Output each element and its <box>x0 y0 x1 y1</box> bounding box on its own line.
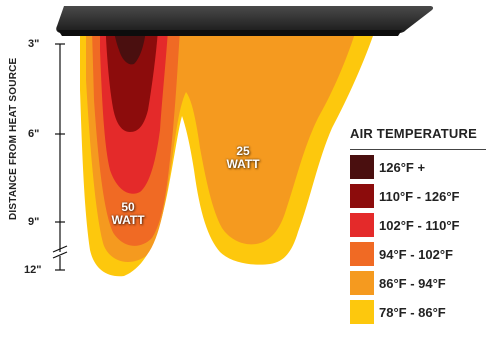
legend-item: 126°F + <box>350 155 486 179</box>
legend-swatch <box>350 184 374 208</box>
legend-title: AIR TEMPERATURE <box>350 126 486 150</box>
heat-panel-edge <box>58 30 402 36</box>
legend-rows: 126°F + 110°F - 126°F 102°F - 110°F 94°F - … <box>350 155 486 324</box>
legend-item: 110°F - 126°F <box>350 184 486 208</box>
zone-126-plus <box>114 30 146 65</box>
tick-12in: 12" <box>24 264 42 276</box>
legend-item: 78°F - 86°F <box>350 300 486 324</box>
legend-item: 86°F - 94°F <box>350 271 486 295</box>
legend-label: 110°F - 126°F <box>379 188 460 204</box>
label-25-watt: 25 WATT <box>221 145 265 171</box>
legend-label: 78°F - 86°F <box>379 304 446 320</box>
legend-label: 86°F - 94°F <box>379 275 446 291</box>
label-25-watt-number: 25 <box>236 144 250 158</box>
legend-swatch <box>350 242 374 266</box>
axis-title: DISTANCE FROM HEAT SOURCE <box>8 57 19 220</box>
zone-110-126 <box>106 30 158 132</box>
label-50-watt-number: 50 <box>121 200 135 214</box>
heat-panel <box>56 6 434 33</box>
legend-swatch <box>350 155 374 179</box>
legend-item: 94°F - 102°F <box>350 242 486 266</box>
tick-3in: 3" <box>28 38 40 50</box>
legend-label: 126°F + <box>379 159 426 175</box>
legend-label: 94°F - 102°F <box>379 246 453 262</box>
legend-swatch <box>350 271 374 295</box>
label-50-watt-unit: WATT <box>111 213 145 227</box>
legend-swatch <box>350 213 374 237</box>
label-25-watt-unit: WATT <box>226 157 260 171</box>
tick-6in: 6" <box>28 128 40 140</box>
temperature-legend: AIR TEMPERATURE 126°F + 110°F - 126°F 102°… <box>350 126 486 324</box>
tick-9in: 9" <box>28 216 40 228</box>
distance-axis <box>52 43 68 271</box>
legend-swatch <box>350 300 374 324</box>
legend-item: 102°F - 110°F <box>350 213 486 237</box>
label-50-watt: 50 WATT <box>106 201 150 227</box>
legend-label: 102°F - 110°F <box>379 217 460 233</box>
